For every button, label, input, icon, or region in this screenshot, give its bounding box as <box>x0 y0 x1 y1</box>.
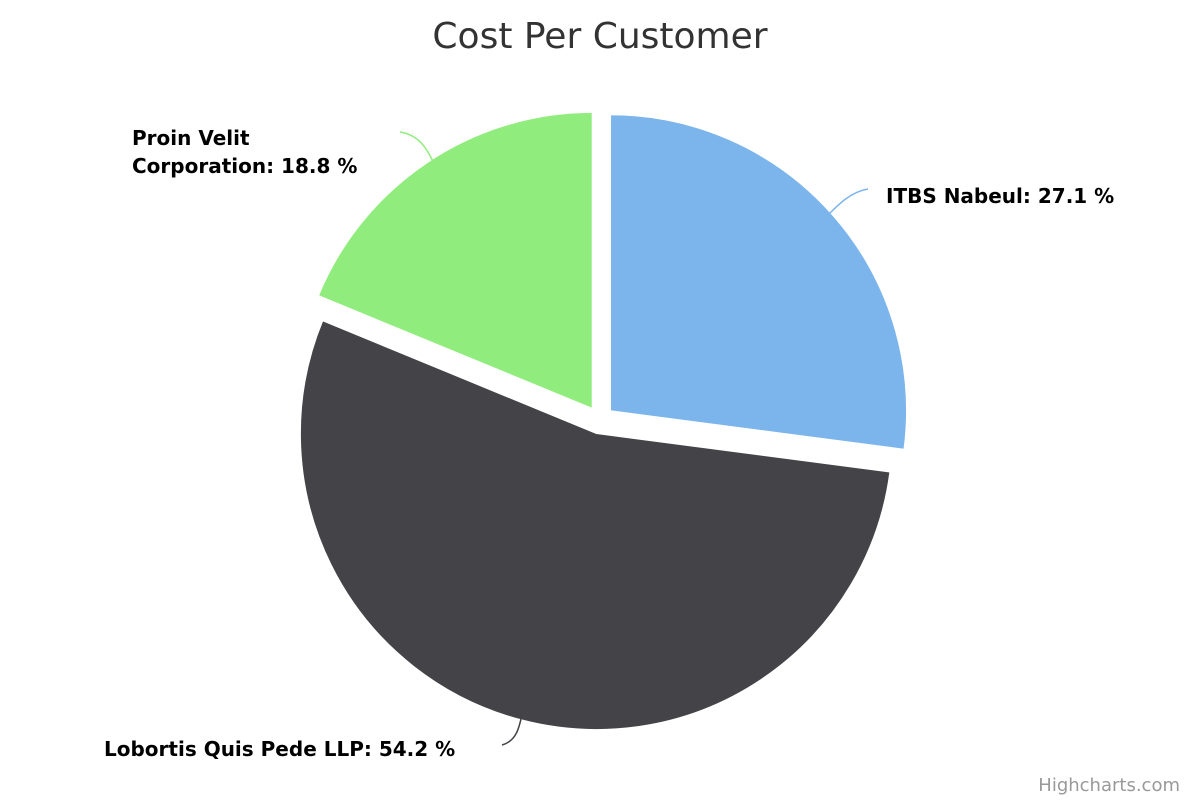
label-connector <box>825 188 869 218</box>
label-connector <box>399 131 437 169</box>
data-labels: ITBS Nabeul: 27.1 % Lobortis Quis Pede LL… <box>104 126 1114 761</box>
label-connector <box>501 705 525 746</box>
data-label: Proin Velit Corporation: 18.8 % <box>132 126 357 178</box>
chart-title: Cost Per Customer <box>432 16 767 57</box>
data-label: ITBS Nabeul: 27.1 % <box>886 184 1114 208</box>
pie-slice-proin-velit-corporation[interactable] <box>317 111 593 410</box>
pie-slices <box>299 111 908 731</box>
pie-slice-itbs-nabeul[interactable] <box>610 114 908 450</box>
credits-link[interactable]: Highcharts.com <box>1038 775 1180 796</box>
label-connectors <box>399 131 869 746</box>
data-label: Lobortis Quis Pede LLP: 54.2 % <box>104 737 455 761</box>
